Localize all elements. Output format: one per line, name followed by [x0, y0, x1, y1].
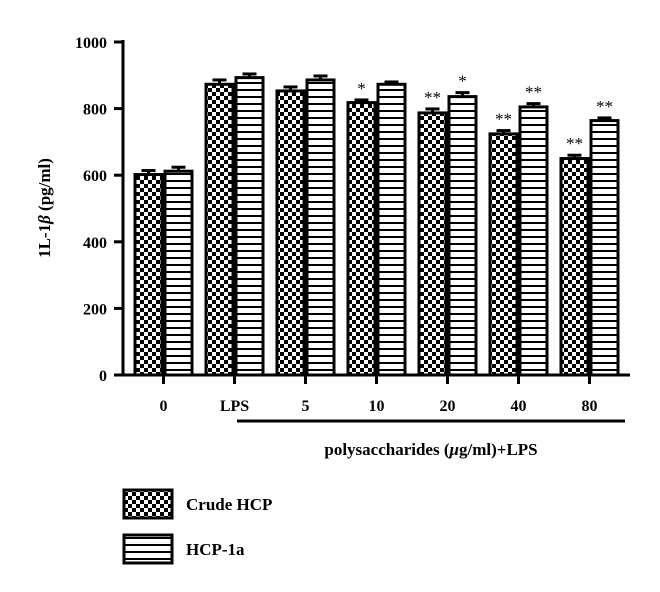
legend-swatch-hcp-1a [122, 533, 174, 565]
bar-hcp-1a [589, 119, 620, 377]
significance-marker: * [458, 72, 467, 91]
bar-crude-hcp [559, 157, 590, 377]
y-tick-label: 0 [99, 368, 107, 385]
legend: Crude HCP HCP-1a [122, 488, 272, 565]
bar-hcp-1a [163, 169, 194, 377]
x-tick-label: 5 [302, 398, 310, 415]
significance-marker: ** [495, 110, 512, 129]
group-label-prefix: polysaccharides ( [324, 440, 449, 459]
significance-marker: * [357, 79, 366, 98]
significance-marker: ** [424, 88, 441, 107]
bar-crude-hcp [204, 82, 235, 377]
y-tick-label: 1000 [75, 35, 107, 52]
y-axis-title: 1L-1β (pg/ml) [35, 158, 54, 258]
x-tick-label: 40 [511, 398, 527, 415]
group-label-suffix: g/ml)+LPS [459, 440, 538, 459]
bar-hcp-1a [376, 82, 407, 377]
significance-marker: ** [596, 97, 613, 116]
significance-marker: ** [525, 83, 542, 102]
bar-crude-hcp [133, 173, 164, 377]
group-label-mu: μ [449, 440, 459, 459]
y-axis-title-unit: (pg/ml) [35, 158, 54, 215]
significance-marker: ** [566, 134, 583, 153]
y-tick-label: 200 [83, 301, 107, 318]
legend-label-hcp-1a: HCP-1a [186, 540, 245, 559]
bar-crude-hcp [346, 101, 377, 377]
x-tick-label: 10 [369, 398, 385, 415]
bar-crude-hcp [488, 132, 519, 377]
group-label: polysaccharides (μg/ml)+LPS [324, 440, 537, 459]
x-tick-label: 80 [582, 398, 598, 415]
bar-hcp-1a [305, 78, 336, 377]
y-axis-title-prefix: 1L-1 [35, 224, 54, 258]
y-axis-title-beta: β [35, 215, 54, 225]
bar-hcp-1a [518, 105, 549, 377]
bar-crude-hcp [275, 89, 306, 377]
y-tick-label: 600 [83, 168, 107, 185]
bar-hcp-1a [234, 76, 265, 377]
y-tick-label: 800 [83, 102, 107, 119]
legend-swatch-crude-hcp [122, 488, 174, 520]
x-tick-label: LPS [220, 398, 249, 415]
x-tick-label: 0 [160, 398, 168, 415]
bar-hcp-1a [447, 95, 478, 377]
y-tick-label: 400 [83, 235, 107, 252]
bars-layer [133, 72, 620, 377]
legend-label-crude-hcp: Crude HCP [186, 495, 272, 514]
x-tick-label: 20 [440, 398, 456, 415]
bar-crude-hcp [417, 111, 448, 377]
